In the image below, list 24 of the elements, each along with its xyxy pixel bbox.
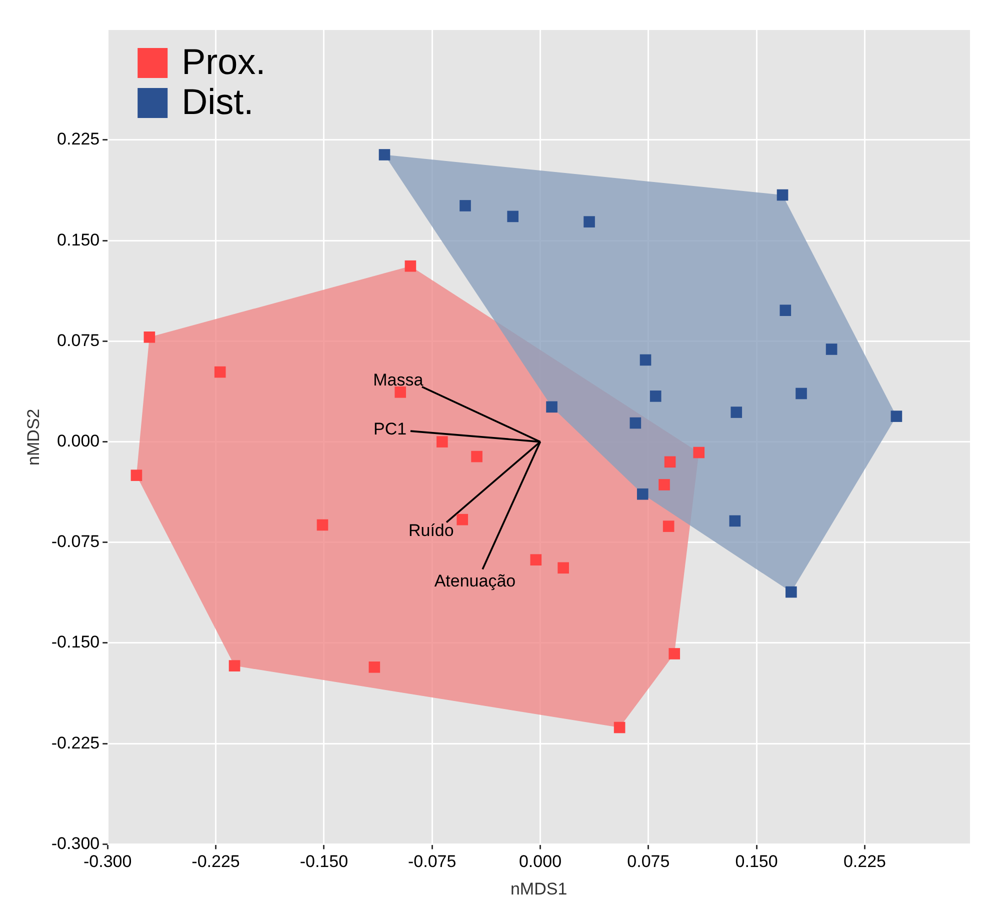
series-label: PC1 bbox=[374, 420, 407, 439]
x-tick-label: 0.225 bbox=[843, 852, 886, 872]
x-tick-label: 0.075 bbox=[627, 852, 670, 872]
x-tick-label: 0.000 bbox=[518, 852, 562, 872]
series-label: Massa bbox=[373, 370, 424, 390]
y-tick-label: -0.300 bbox=[51, 834, 100, 853]
x-tick-label: -0.300 bbox=[84, 852, 132, 872]
series-label: Atenuação bbox=[434, 572, 516, 591]
y-tick-label: -0.150 bbox=[51, 632, 100, 652]
y-tick-label: 0.075 bbox=[57, 330, 100, 350]
series-label: Ruído bbox=[408, 521, 454, 540]
y-tick-label: -0.225 bbox=[51, 733, 100, 752]
x-tick-label: -0.225 bbox=[192, 852, 240, 872]
y-axis-title: nMDS2 bbox=[24, 408, 43, 466]
x-tick-label: -0.150 bbox=[300, 852, 348, 872]
y-tick-label: -0.075 bbox=[51, 532, 100, 552]
y-tick-label: 0.000 bbox=[57, 431, 100, 450]
legend-label: Prox. bbox=[182, 40, 266, 82]
y-tick-label: 0.225 bbox=[57, 130, 100, 149]
x-axis-title: nMDS1 bbox=[510, 879, 568, 898]
legend-label: Dist. bbox=[182, 80, 254, 122]
x-tick-label: -0.075 bbox=[408, 852, 456, 872]
y-tick-label: 0.150 bbox=[57, 230, 100, 250]
x-tick-label: 0.150 bbox=[735, 852, 778, 872]
